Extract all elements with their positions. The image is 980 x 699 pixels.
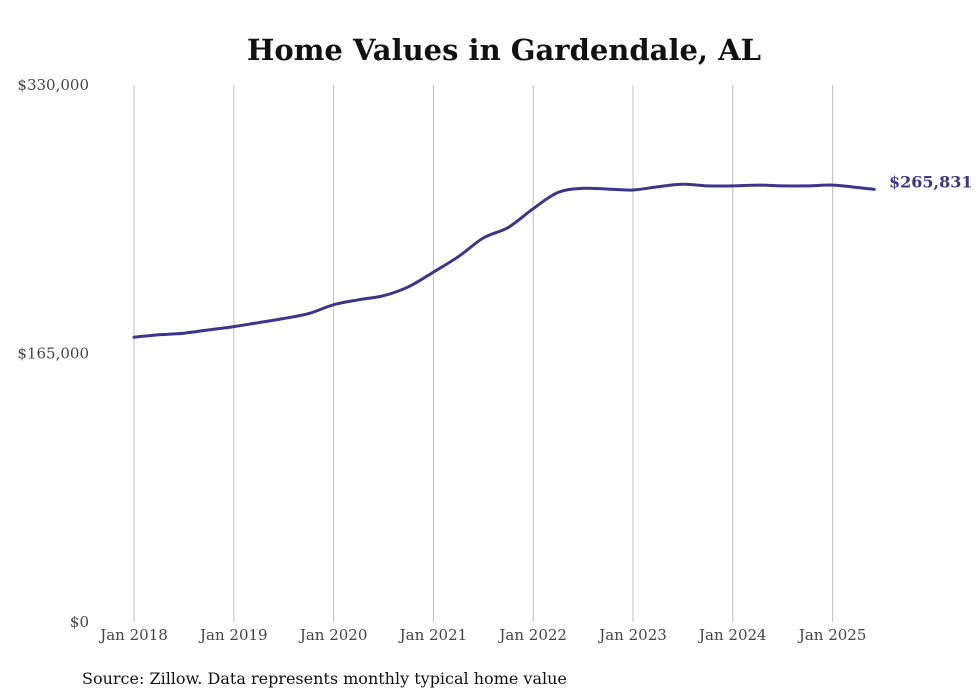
x-axis-ticks: Jan 2018 Jan 2019 Jan 2020 Jan 2021 Jan 2022… <box>98 626 866 644</box>
x-tick-label: Jan 2020 <box>298 626 368 644</box>
y-tick-label: $165,000 <box>17 345 89 363</box>
end-value-label: $265,831 <box>889 172 973 191</box>
x-tick-label: Jan 2025 <box>797 626 867 644</box>
series-line <box>132 182 876 339</box>
chart-title: Home Values in Gardendale, AL <box>247 33 761 67</box>
source-note: Source: Zillow. Data represents monthly … <box>82 669 567 688</box>
x-tick-label: Jan 2024 <box>697 626 767 644</box>
x-tick-label: Jan 2022 <box>497 626 567 644</box>
y-tick-label: $0 <box>70 613 89 631</box>
gridlines <box>133 85 834 622</box>
y-axis-ticks: $0 $165,000 $330,000 <box>17 76 89 631</box>
x-tick-label: Jan 2021 <box>398 626 468 644</box>
x-tick-label: Jan 2023 <box>597 626 667 644</box>
series-group <box>132 182 876 339</box>
y-tick-label: $330,000 <box>17 76 89 94</box>
x-tick-label: Jan 2019 <box>198 626 268 644</box>
x-tick-label: Jan 2018 <box>98 626 168 644</box>
